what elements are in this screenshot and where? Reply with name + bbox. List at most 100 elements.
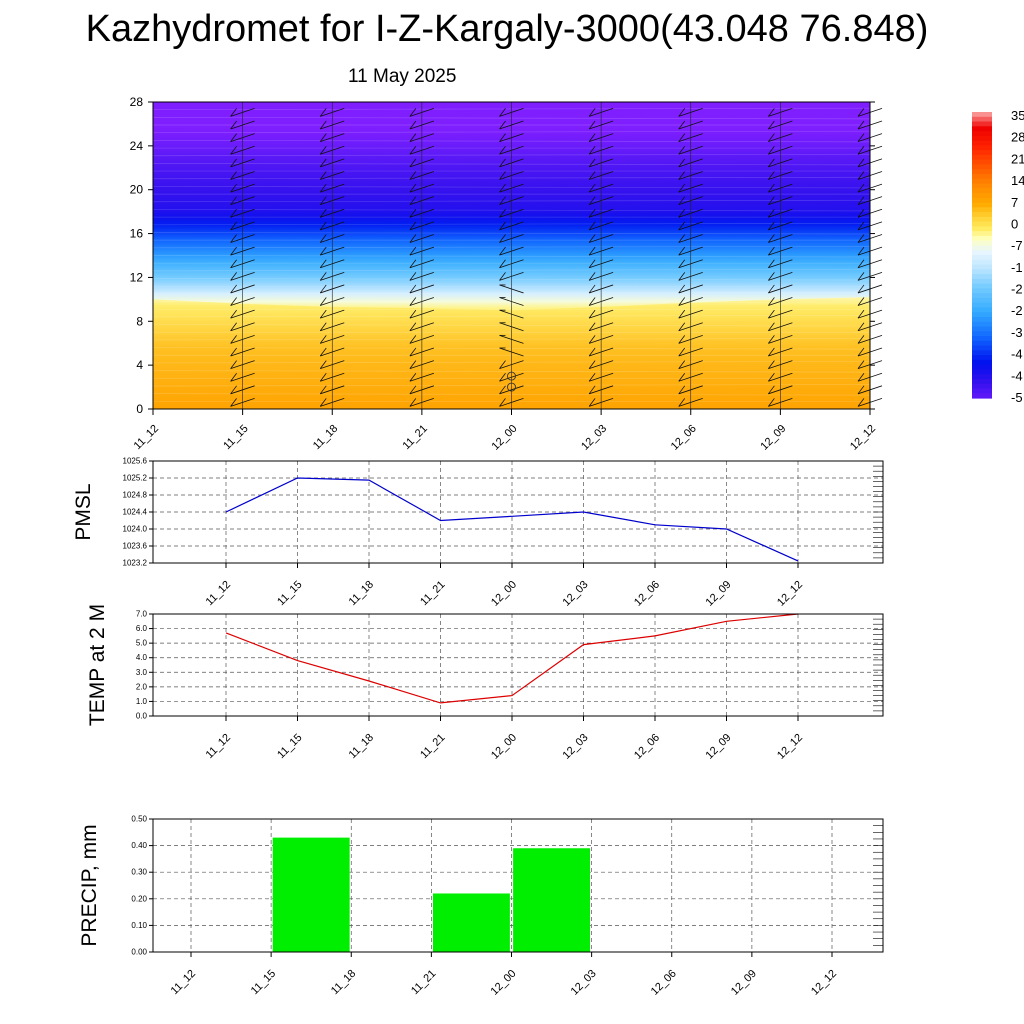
x-tick-label: 12_06 [632, 579, 662, 609]
wind-barb-feather [768, 398, 775, 407]
y-tick-label: 16 [130, 227, 144, 241]
colorbar-swatch [972, 193, 992, 199]
x-tick-label: 11_21 [418, 732, 448, 762]
x-tick-label: 11_18 [329, 968, 359, 998]
colorbar-swatch [972, 278, 992, 285]
y-tick-label: 1024.8 [123, 491, 148, 500]
wind-barb-feather [230, 120, 237, 130]
wind-barb-feather [409, 171, 417, 180]
colorbar-swatch [972, 116, 992, 123]
colorbar-swatch [972, 169, 992, 175]
wind-barb-feather [409, 158, 417, 168]
wind-barb-feather [588, 246, 596, 256]
colorbar-swatch [972, 359, 992, 366]
wind-barb-feather [499, 221, 506, 231]
wind-barb-column [499, 102, 524, 409]
wind-barb-feather [319, 322, 327, 332]
wind-barb-feather [768, 309, 775, 319]
wind-barb-feather [768, 360, 775, 369]
wind-barb-feather [409, 259, 417, 268]
colorbar-swatch [972, 340, 992, 347]
wind-barb-feather [319, 372, 327, 382]
x-tick-label: 12_03 [561, 732, 591, 762]
colorbar-swatch [972, 245, 992, 251]
colorbar-swatch [972, 202, 992, 208]
colorbar-label: 7 [1011, 195, 1018, 210]
wind-barb-feather [319, 246, 327, 256]
wind-barb-feather [319, 385, 327, 395]
y-axis-label: PRECIP, mm [78, 824, 101, 946]
colorbar-swatch [972, 145, 992, 151]
wind-barb-feather [319, 146, 327, 155]
wind-barb-feather [409, 146, 417, 155]
wind-barb-feather [230, 133, 237, 142]
x-tick-label: 12_12 [775, 732, 805, 762]
colorbar-swatch [972, 159, 992, 166]
y-tick-label: 1024.4 [123, 508, 148, 517]
wind-barb-feather [319, 234, 327, 243]
wind-barb-feather [768, 297, 775, 306]
plot-frame [152, 613, 884, 717]
pmsl-panel: 1023.2 1023.6 1024.0 1024.4 1024.8 1025.2 1025… [72, 457, 884, 609]
wind-barb-feather [319, 209, 327, 218]
y-tick-label: 3.0 [136, 668, 148, 677]
wind-barb-feather [588, 309, 596, 319]
y-tick-label: 28 [130, 95, 144, 109]
wind-barb-feather [588, 108, 596, 117]
wind-barb-feather [230, 322, 237, 332]
wind-barb-feather [588, 221, 596, 231]
precip-panel: 0.00 0.10 0.20 0.30 0.40 0.50 11_12 11_15 11_18 1… [78, 815, 884, 998]
x-tick-label: 11_21 [400, 423, 430, 453]
y-tick-label: 20 [130, 183, 144, 197]
wind-barb-column [588, 102, 614, 409]
y-tick-label: 4.0 [136, 653, 148, 662]
wind-barb-feather [678, 309, 686, 319]
wind-barb-feather [857, 322, 865, 332]
x-tick-label: 12_09 [704, 732, 734, 762]
wind-barb-feather [499, 360, 506, 369]
colorbar-label: -2 [1011, 303, 1023, 318]
wind-barb-feather [678, 158, 686, 168]
wind-barb-feather [499, 196, 506, 205]
x-tick-label: 12_06 [669, 423, 699, 453]
wind-barb-feather [678, 284, 686, 294]
y-axis-label: PMSL [72, 483, 95, 540]
wind-barb-feather [230, 372, 237, 382]
wind-barb-feather [678, 133, 686, 142]
x-tick-label: 12_03 [561, 579, 591, 609]
wind-barb-feather [409, 183, 417, 193]
wind-barb-feather [678, 297, 686, 306]
colorbar-swatch [972, 312, 992, 318]
wind-barb-feather [499, 209, 506, 218]
wind-barb-feather [768, 246, 775, 256]
y-tick-label: 0.20 [131, 894, 147, 903]
colorbar-swatch [972, 331, 992, 337]
wind-barb-feather [857, 196, 865, 205]
wind-barb-feather [678, 259, 686, 268]
x-tick-label: 12_00 [490, 423, 520, 453]
wind-barb-feather [230, 297, 237, 306]
colorbar-swatch [972, 345, 992, 351]
y-tick-label: 4 [136, 358, 143, 372]
temp-panel: 0.0 1.0 2.0 3.0 4.0 5.0 6.0 7.0 11_12 11_15 11_18 1… [86, 604, 884, 762]
wind-barb-feather [319, 221, 327, 231]
colorbar-swatch [972, 255, 992, 261]
wind-barb-feather [678, 372, 686, 382]
wind-barb-feather [857, 360, 865, 369]
wind-barb-feather [499, 133, 506, 142]
wind-barb-feather [768, 385, 775, 395]
colorbar-label: -4 [1011, 347, 1023, 362]
colorbar-swatch [972, 364, 992, 370]
wind-barb-feather [588, 133, 596, 142]
colorbar-label: 0 [1011, 216, 1018, 231]
wind-barb-feather [499, 158, 506, 168]
wind-barb-feather [588, 196, 596, 205]
wind-barb-feather [857, 234, 865, 243]
wind-barb-feather [678, 335, 686, 344]
wind-barb-feather [768, 158, 775, 168]
wind-barb-feather [588, 234, 596, 243]
wind-barb-feather [230, 171, 237, 180]
colorbar-swatch [972, 316, 992, 323]
wind-barb-feather [230, 209, 237, 218]
